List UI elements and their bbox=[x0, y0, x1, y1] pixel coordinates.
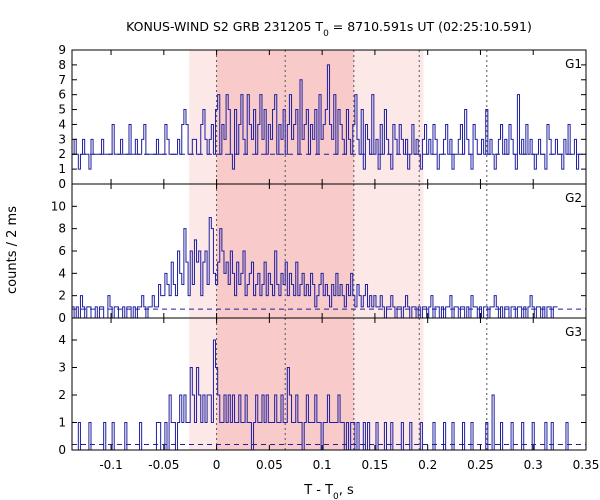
y-tick-label: 1 bbox=[58, 162, 66, 176]
y-tick-label: 10 bbox=[51, 199, 66, 213]
y-tick-label: 2 bbox=[58, 147, 66, 161]
y-tick-label: 3 bbox=[58, 132, 66, 146]
x-tick-label: 0.25 bbox=[467, 458, 494, 472]
panel-label: G3 bbox=[565, 325, 582, 339]
panel-g2: 0 2 4 6 8 10 G2 bbox=[51, 183, 587, 325]
y-axis-label: counts / 2 ms bbox=[5, 206, 20, 294]
panel-label: G1 bbox=[565, 57, 582, 71]
y-tick-label: 9 bbox=[58, 43, 66, 57]
y-tick-label: 4 bbox=[58, 333, 66, 347]
y-tick-label: 6 bbox=[58, 244, 66, 258]
y-tick-label: 8 bbox=[58, 58, 66, 72]
y-tick-label: 2 bbox=[58, 388, 66, 402]
y-tick-label: 0 bbox=[58, 311, 66, 325]
y-tick-label: 8 bbox=[58, 222, 66, 236]
y-tick-label: 0 bbox=[58, 443, 66, 457]
x-tick-label: 0.05 bbox=[256, 458, 283, 472]
panel-frame bbox=[71, 317, 587, 451]
x-tick-label: -0.1 bbox=[99, 458, 122, 472]
y-tick-label: 4 bbox=[58, 266, 66, 280]
y-tick-label: 6 bbox=[58, 88, 66, 102]
counts-step-line bbox=[72, 64, 583, 170]
y-tick-label: 0 bbox=[58, 177, 66, 191]
chart-title: KONUS-WIND S2 GRB 231205 T0 = 8710.591s … bbox=[126, 19, 532, 39]
x-axis-label: T - T0, s bbox=[303, 483, 354, 500]
y-tick-label: 5 bbox=[58, 103, 66, 117]
y-tick-label: 7 bbox=[58, 73, 66, 87]
x-tick-label: -0.05 bbox=[148, 458, 179, 472]
y-tick-label: 1 bbox=[58, 416, 66, 430]
panel-label: G2 bbox=[565, 191, 582, 205]
x-tick-label: 0.15 bbox=[362, 458, 389, 472]
y-tick-label: 2 bbox=[58, 289, 66, 303]
x-tick-label: 0.2 bbox=[418, 458, 437, 472]
y-tick-label: 4 bbox=[58, 117, 66, 131]
x-tick-label: 0.3 bbox=[524, 458, 543, 472]
y-tick-label: 3 bbox=[58, 361, 66, 375]
panel-g3: 0 1 2 3 4 G3 bbox=[58, 317, 587, 457]
x-tick-label: 0.1 bbox=[313, 458, 332, 472]
counts-step-line bbox=[72, 217, 558, 319]
x-tick-label: 0 bbox=[213, 458, 221, 472]
x-tick-label: 0.35 bbox=[573, 458, 600, 472]
